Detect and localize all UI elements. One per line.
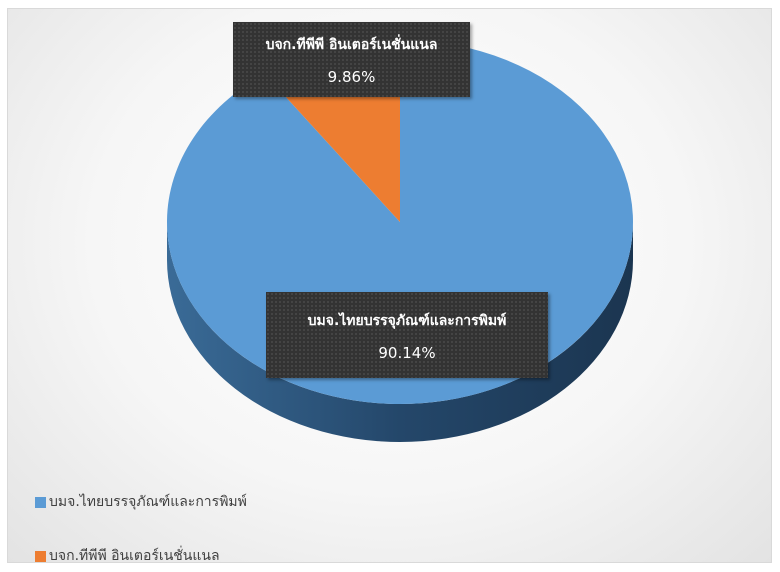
legend-label: บมจ.ไทยบรรจุภัณฑ์และการพิมพ์ xyxy=(49,494,247,510)
data-label-name: บมจ.ไทยบรรจุภัณฑ์และการพิมพ์ xyxy=(307,313,507,329)
data-label-name: บจก.ทีพีพี อินเตอร์เนชั่นแนล xyxy=(265,37,438,53)
data-label-slice-2: บจก.ทีพีพี อินเตอร์เนชั่นแนล 9.86% xyxy=(233,22,470,97)
data-label-value: 90.14% xyxy=(378,344,436,362)
legend-swatch xyxy=(35,496,46,508)
legend-item: บมจ.ไทยบรรจุภัณฑ์และการพิมพ์ xyxy=(35,492,247,512)
legend-swatch xyxy=(35,550,46,562)
data-label-value: 9.86% xyxy=(327,68,376,86)
legend: บมจ.ไทยบรรจุภัณฑ์และการพิมพ์ บจก.ทีพีพี … xyxy=(35,492,247,566)
legend-label: บจก.ทีพีพี อินเตอร์เนชั่นแนล xyxy=(49,548,220,564)
data-label-slice-1: บมจ.ไทยบรรจุภัณฑ์และการพิมพ์ 90.14% xyxy=(266,292,548,378)
legend-item: บจก.ทีพีพี อินเตอร์เนชั่นแนล xyxy=(35,546,247,566)
pie-side-slice-1 xyxy=(167,222,633,442)
pie-side-wall xyxy=(167,222,633,442)
